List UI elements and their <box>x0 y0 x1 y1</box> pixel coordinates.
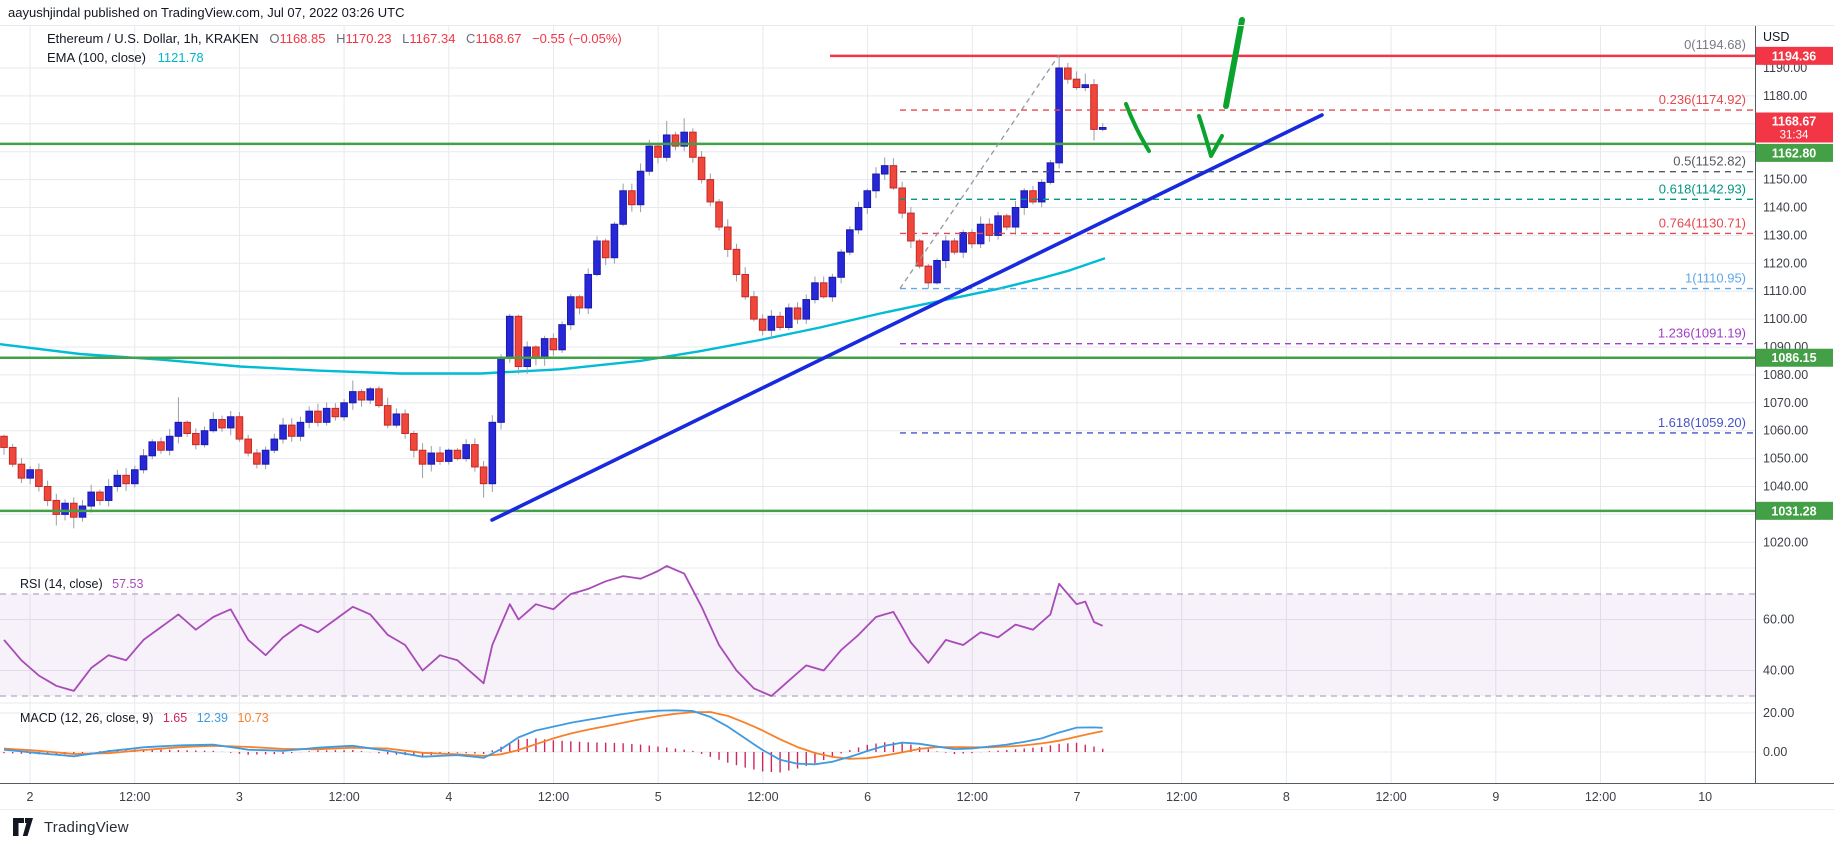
svg-text:1194.36: 1194.36 <box>1772 49 1817 63</box>
symbol-legend[interactable]: Ethereum / U.S. Dollar, 1h, KRAKEN O1168… <box>47 31 622 46</box>
svg-text:1020.00: 1020.00 <box>1763 535 1808 549</box>
ohlc-low-key: L <box>402 31 410 46</box>
horizontal-levels[interactable] <box>0 54 1755 513</box>
svg-text:12:00: 12:00 <box>957 790 988 804</box>
ohlc-close-value: 1168.67 <box>475 31 522 46</box>
svg-text:1(1110.95): 1(1110.95) <box>1685 271 1746 286</box>
svg-text:12:00: 12:00 <box>1375 790 1406 804</box>
ohlc-open-key: O <box>269 31 280 46</box>
svg-text:0.618(1142.93): 0.618(1142.93) <box>1659 181 1746 196</box>
svg-text:USD: USD <box>1763 30 1789 44</box>
svg-text:1140.00: 1140.00 <box>1763 201 1807 215</box>
svg-text:1060.00: 1060.00 <box>1763 424 1808 438</box>
ohlc-low-value: 1167.34 <box>409 31 456 46</box>
macd-label: MACD (12, 26, close, 9) <box>20 711 154 725</box>
ohlc-high-key: H <box>336 31 346 46</box>
macd-signal-value: 10.73 <box>237 711 269 725</box>
svg-text:1100.00: 1100.00 <box>1763 312 1807 326</box>
ohlc-high-value: 1170.23 <box>345 31 392 46</box>
macd-hist-value: 1.65 <box>162 711 188 725</box>
tradingview-logo-icon <box>13 818 33 836</box>
svg-text:31:34: 31:34 <box>1780 130 1809 142</box>
trendline[interactable] <box>490 113 1324 522</box>
svg-text:60.00: 60.00 <box>1763 613 1794 627</box>
svg-text:12:00: 12:00 <box>538 790 569 804</box>
svg-text:0.236(1174.92): 0.236(1174.92) <box>1659 92 1746 107</box>
footer-bar: TradingView <box>0 809 1834 845</box>
svg-text:0.764(1130.71): 0.764(1130.71) <box>1659 215 1746 230</box>
brand-name: TradingView <box>44 819 129 836</box>
svg-text:12:00: 12:00 <box>119 790 150 804</box>
ema-value: 1121.78 <box>157 50 204 65</box>
svg-text:0.5(1152.82): 0.5(1152.82) <box>1673 154 1746 169</box>
svg-text:1086.15: 1086.15 <box>1771 351 1816 365</box>
svg-text:1.236(1091.19): 1.236(1091.19) <box>1658 326 1746 341</box>
macd-line-value: 12.39 <box>196 711 228 725</box>
svg-text:12:00: 12:00 <box>1166 790 1197 804</box>
price-scale[interactable]: USD1190.001180.001150.001140.001130.0011… <box>1763 30 1808 759</box>
svg-text:7: 7 <box>1074 790 1081 804</box>
svg-text:1040.00: 1040.00 <box>1763 480 1808 494</box>
publish-attribution: aayushjindal published on TradingView.co… <box>8 5 405 20</box>
svg-text:8: 8 <box>1283 790 1290 804</box>
svg-text:1162.80: 1162.80 <box>1772 146 1817 160</box>
svg-text:1080.00: 1080.00 <box>1763 368 1808 382</box>
time-scale[interactable]: 2 12:00 3 12:00 4 12:00 5 12:00 6 12:00 7 12:00 8 12:… <box>27 790 1713 804</box>
ema-label: EMA (100, close) <box>47 50 146 65</box>
symbol-title: Ethereum / U.S. Dollar, 1h, KRAKEN <box>47 31 259 46</box>
svg-text:9: 9 <box>1492 790 1499 804</box>
svg-text:1168.67: 1168.67 <box>1772 115 1817 129</box>
ohlc-open-value: 1168.85 <box>279 31 326 46</box>
grid-layer <box>0 25 1755 783</box>
macd-legend[interactable]: MACD (12, 26, close, 9) 1.65 12.39 10.73 <box>20 711 269 725</box>
svg-text:10: 10 <box>1698 790 1712 804</box>
svg-text:3: 3 <box>236 790 243 804</box>
svg-text:12:00: 12:00 <box>328 790 359 804</box>
svg-text:0(1194.68): 0(1194.68) <box>1684 37 1746 52</box>
rsi-line <box>3 565 1104 697</box>
rsi-band <box>0 593 1755 697</box>
rsi-legend[interactable]: RSI (14, close) 57.53 <box>20 577 143 591</box>
candles-layer <box>0 54 1107 529</box>
svg-text:4: 4 <box>445 790 452 804</box>
svg-text:1.618(1059.20): 1.618(1059.20) <box>1658 415 1746 430</box>
tradingview-brand[interactable]: TradingView <box>13 818 129 837</box>
svg-text:20.00: 20.00 <box>1763 706 1794 720</box>
svg-text:1150.00: 1150.00 <box>1763 173 1807 187</box>
svg-text:12:00: 12:00 <box>1585 790 1616 804</box>
macd-layer <box>3 709 1104 773</box>
svg-text:5: 5 <box>655 790 662 804</box>
rsi-value: 57.53 <box>112 577 144 591</box>
svg-text:2: 2 <box>27 790 34 804</box>
svg-text:1110.00: 1110.00 <box>1763 284 1806 298</box>
axis-borders <box>0 25 1834 784</box>
svg-text:0.00: 0.00 <box>1763 745 1787 759</box>
svg-text:1120.00: 1120.00 <box>1763 256 1807 270</box>
svg-text:6: 6 <box>864 790 871 804</box>
drawing-marks[interactable] <box>1124 17 1245 158</box>
svg-text:1050.00: 1050.00 <box>1763 452 1808 466</box>
svg-text:1130.00: 1130.00 <box>1763 228 1807 242</box>
fib-retracement[interactable]: 0(1194.68) 0.236(1174.92) 0.5(1152.82) 0.61… <box>899 37 1755 434</box>
svg-text:1031.28: 1031.28 <box>1771 504 1816 518</box>
change-value: −0.55 (−0.05%) <box>532 31 622 46</box>
svg-text:12:00: 12:00 <box>747 790 778 804</box>
svg-text:1070.00: 1070.00 <box>1763 396 1808 410</box>
ohlc-close-key: C <box>466 31 476 46</box>
svg-text:40.00: 40.00 <box>1763 664 1794 678</box>
rsi-label: RSI (14, close) <box>20 577 103 591</box>
svg-text:1180.00: 1180.00 <box>1763 89 1807 103</box>
ema-legend[interactable]: EMA (100, close) 1121.78 <box>47 50 204 65</box>
